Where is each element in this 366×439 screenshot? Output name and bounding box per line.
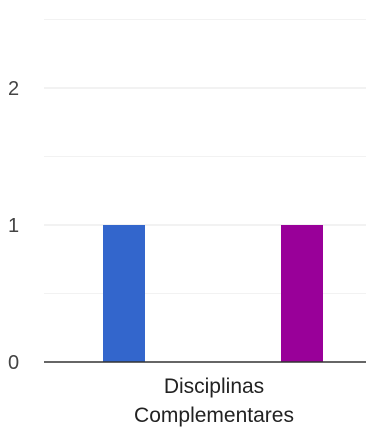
x-category-line-2: Complementares bbox=[134, 404, 294, 427]
y-tick-label-0: 0 bbox=[8, 352, 19, 374]
x-axis-category-label: Disciplinas Complementares bbox=[94, 372, 334, 430]
y-tick-label-1: 1 bbox=[8, 215, 19, 237]
bar-series-1[interactable] bbox=[103, 225, 145, 362]
x-category-line-1: Disciplinas bbox=[163, 375, 265, 398]
bar-series-2[interactable] bbox=[281, 225, 323, 362]
y-tick-label-2: 2 bbox=[8, 78, 19, 100]
